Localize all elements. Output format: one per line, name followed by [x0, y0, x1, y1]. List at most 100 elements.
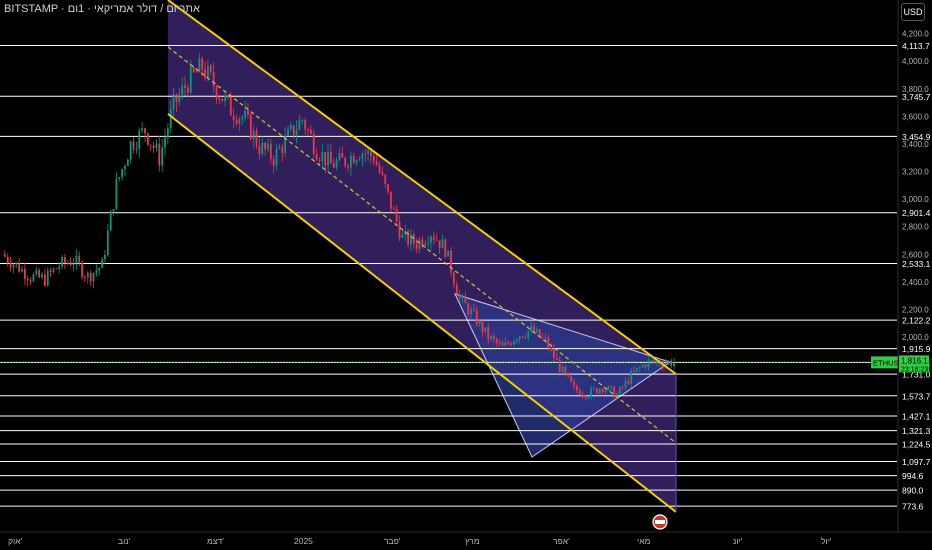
- candle-body: [538, 329, 541, 337]
- candle-body: [424, 243, 427, 246]
- candle-body: [641, 364, 644, 368]
- candle-body: [518, 336, 521, 340]
- candle-body: [636, 367, 638, 372]
- candle-body: [547, 337, 550, 349]
- candle-body: [616, 394, 618, 398]
- candle-body: [475, 310, 478, 325]
- candle-body: [144, 128, 146, 134]
- candle-body: [75, 255, 78, 264]
- candle-body: [178, 94, 181, 103]
- candle-body: [421, 239, 424, 246]
- time-label: נוב': [118, 536, 131, 546]
- symbol-label: ETHUSD: [873, 358, 904, 367]
- candle-body: [55, 268, 58, 270]
- candle-body: [187, 87, 189, 93]
- candle-body: [138, 130, 141, 149]
- candle-body: [638, 367, 641, 369]
- candle-body: [401, 234, 404, 238]
- price-tick: 2,600.0: [902, 250, 929, 259]
- candle-body: [656, 361, 658, 363]
- candle-body: [12, 264, 15, 268]
- candle-body: [32, 274, 35, 282]
- candle-body: [321, 152, 324, 162]
- candle-body: [378, 165, 381, 173]
- candle-body: [415, 243, 418, 249]
- level-label: 1,915.9: [902, 344, 931, 354]
- candle-body: [653, 360, 655, 363]
- candle-body: [432, 236, 435, 240]
- candle-body: [121, 169, 124, 178]
- candle-body: [146, 133, 149, 145]
- time-label: 2025: [294, 536, 313, 546]
- candle-body: [350, 155, 352, 168]
- candle-body: [335, 160, 338, 168]
- candle-body: [473, 309, 475, 311]
- candle-body: [58, 266, 61, 269]
- candle-body: [152, 145, 155, 148]
- candle-body: [86, 272, 89, 278]
- candle-body: [541, 336, 544, 338]
- currency-button[interactable]: USD: [901, 3, 925, 21]
- price-tick: 2,200.0: [902, 305, 929, 314]
- level-label: 2,122.2: [902, 316, 931, 326]
- candle-body: [161, 147, 164, 166]
- candle-body: [84, 277, 86, 279]
- level-label: 1,573.7: [902, 391, 931, 401]
- candle-body: [295, 129, 298, 136]
- candle-body: [564, 366, 567, 374]
- candle-body: [307, 129, 309, 131]
- candle-body: [341, 153, 344, 158]
- price-tick: 2,400.0: [902, 278, 929, 287]
- candle-body: [664, 363, 667, 367]
- candle-body: [364, 153, 367, 155]
- candle-body: [15, 262, 18, 265]
- price-tick: 3,200.0: [902, 168, 929, 177]
- candle-body: [570, 376, 573, 382]
- candle-body: [135, 148, 138, 150]
- candle-body: [650, 360, 653, 362]
- candle-body: [112, 209, 115, 212]
- candle-body: [247, 110, 249, 115]
- candle-body: [461, 295, 464, 298]
- candle-body: [418, 239, 421, 249]
- candle-body: [89, 272, 92, 282]
- candle-body: [92, 272, 95, 282]
- time-label: מרץ: [465, 536, 480, 546]
- candle-body: [281, 147, 284, 153]
- candle-body: [207, 65, 209, 78]
- candle-body: [241, 117, 244, 119]
- level-label: 4,113.7: [902, 41, 930, 51]
- candle-body: [361, 153, 364, 159]
- candle-body: [258, 145, 261, 154]
- candle-body: [595, 388, 598, 394]
- candle-body: [249, 114, 252, 140]
- candle-body: [584, 395, 587, 398]
- candle-body: [515, 339, 518, 342]
- candle-body: [195, 71, 198, 73]
- candle-body: [484, 327, 487, 332]
- candle-body: [358, 158, 361, 161]
- level-label: 890.0: [902, 486, 924, 496]
- candle-body: [238, 118, 241, 124]
- candle-body: [464, 295, 467, 304]
- candle-body: [561, 366, 564, 372]
- candle-body: [447, 250, 450, 257]
- candle-body: [481, 320, 484, 332]
- candle-body: [272, 158, 275, 166]
- channel-lower-line: [167, 113, 677, 513]
- candle-body: [670, 360, 673, 366]
- candle-body: [375, 161, 378, 166]
- candle-body: [332, 163, 335, 168]
- candle-body: [95, 270, 98, 273]
- candle-body: [435, 239, 438, 241]
- candle-body: [673, 362, 675, 366]
- candle-body: [115, 178, 118, 210]
- candle-body: [267, 143, 269, 150]
- candle-body: [644, 364, 647, 368]
- candle-body: [292, 125, 295, 136]
- candle-body: [467, 303, 470, 315]
- channel-mid-line: [167, 46, 677, 444]
- candle-body: [630, 371, 633, 384]
- candle-body: [507, 342, 510, 344]
